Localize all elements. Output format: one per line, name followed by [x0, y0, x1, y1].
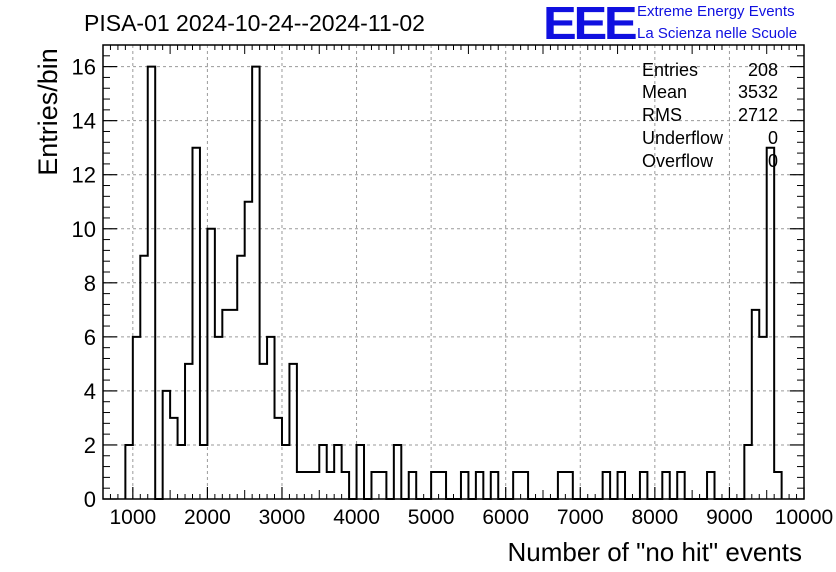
y-tick-label: 8: [84, 271, 96, 296]
stat-mean-value: 3532: [737, 82, 778, 102]
stat-entries-value: 208: [747, 60, 778, 80]
x-axis-label: Number of "no hit" events: [507, 537, 803, 567]
x-tick-label: 8000: [631, 506, 678, 529]
stat-underflow-value: 0: [767, 128, 778, 148]
stat-overflow-value: 0: [767, 151, 778, 171]
stat-mean-label: Mean: [642, 82, 688, 102]
y-tick-label: 14: [72, 109, 96, 134]
x-tick-label: 6000: [482, 506, 529, 529]
y-tick-label: 0: [84, 487, 96, 512]
y-tick-label: 4: [84, 379, 96, 404]
stat-overflow-label: Overflow: [642, 151, 714, 171]
stat-entries-label: Entries: [642, 60, 699, 80]
x-tick-label: 1000: [109, 506, 156, 529]
y-axis-label: Entries/bin: [33, 48, 63, 176]
y-tick-label: 6: [84, 325, 96, 350]
x-tick-label: 2000: [184, 506, 231, 529]
chart-title: PISA-01 2024-10-24--2024-11-02: [84, 10, 425, 36]
logo-line-1: Extreme Energy Events: [637, 3, 795, 20]
logo-line-2: La Scienza nelle Scuole: [637, 25, 798, 42]
x-tick-label: 10000: [775, 506, 833, 529]
y-axis: 0 2 4 6 8 10 12 14 16: [72, 55, 804, 512]
y-tick-label: 16: [72, 55, 96, 80]
x-tick-label: 3000: [259, 506, 306, 529]
y-tick-label: 12: [72, 163, 96, 188]
x-tick-label: 9000: [706, 506, 753, 529]
stat-underflow-label: Underflow: [642, 128, 724, 148]
y-tick-label: 2: [84, 433, 96, 458]
x-tick-label: 4000: [333, 506, 380, 529]
stat-rms-label: RMS: [642, 105, 682, 125]
stat-rms-value: 2712: [737, 105, 778, 125]
x-axis: 1000 2000 3000 4000 5000 6000 7000 8000 9000 1000…: [109, 45, 833, 529]
eee-logo: EEE: [543, 0, 638, 49]
y-tick-label: 10: [72, 217, 96, 242]
x-tick-label: 5000: [408, 506, 455, 529]
x-tick-label: 7000: [557, 506, 604, 529]
